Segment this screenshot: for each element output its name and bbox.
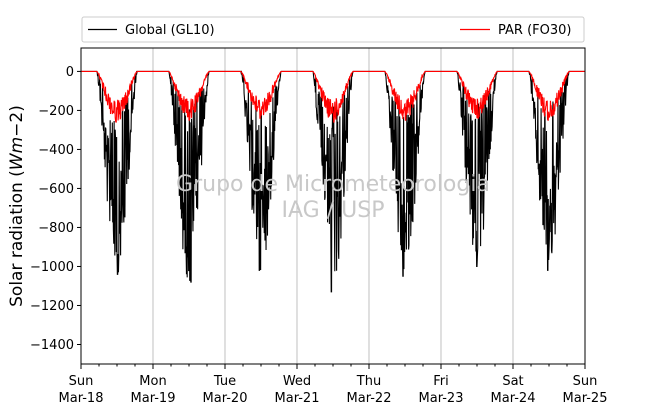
vertical-gridlines — [152, 48, 514, 364]
x-tick-date-label: Mar-22 — [347, 391, 392, 406]
y-axis-label-exponent: −2 — [7, 112, 27, 137]
x-tick-day-label: Thu — [356, 374, 381, 389]
series-layer — [81, 70, 585, 293]
watermark: Grupo de Micrometeorologia IAG / USP — [176, 172, 490, 223]
y-tick-label: −400 — [38, 143, 74, 158]
y-axis-label: Solar radiation (Wm−2) — [7, 105, 27, 307]
x-axis: Sun Mar-18 Mon Mar-19 Tue Mar-20 Wed Mar-21 Thu M… — [59, 364, 608, 406]
y-axis-label-close: ) — [7, 105, 27, 112]
y-tick-label: −1400 — [30, 338, 74, 353]
y-axis: 0 −200 −400 −600 −800 −1000 −1200 −1400 — [30, 65, 81, 353]
x-tick-date-label: Mar-20 — [203, 391, 248, 406]
legend: Global (GL10) PAR (FO30) — [81, 16, 585, 43]
x-tick-date-label: Mar-19 — [131, 391, 176, 406]
x-tick-date-label: Mar-25 — [563, 391, 608, 406]
y-axis-label-text: Solar radiation ( — [7, 170, 27, 307]
y-tick-label: −600 — [38, 182, 74, 197]
x-tick-day-label: Sat — [502, 374, 523, 389]
watermark-line-1: Grupo de Micrometeorologia — [176, 172, 490, 197]
legend-label-global: Global (GL10) — [125, 23, 215, 38]
y-axis-label-unit: Wm — [7, 137, 27, 170]
y-tick-label: −1000 — [30, 260, 74, 275]
x-tick-day-label: Tue — [213, 374, 236, 389]
x-tick-day-label: Mon — [139, 374, 166, 389]
legend-label-par: PAR (FO30) — [498, 23, 571, 38]
y-tick-label: −1200 — [30, 299, 74, 314]
x-tick-date-label: Mar-24 — [491, 391, 536, 406]
legend-box — [81, 16, 585, 43]
series-line-par — [81, 70, 585, 123]
y-tick-label: 0 — [66, 65, 74, 80]
y-tick-label: −200 — [38, 104, 74, 119]
x-tick-date-label: Mar-23 — [419, 391, 464, 406]
x-tick-day-label: Sun — [69, 374, 94, 389]
x-tick-day-label: Sun — [573, 374, 598, 389]
y-tick-label: −800 — [38, 221, 74, 236]
watermark-line-2: IAG / USP — [282, 198, 385, 223]
x-tick-day-label: Wed — [283, 374, 311, 389]
x-tick-day-label: Fri — [433, 374, 449, 389]
x-tick-date-label: Mar-18 — [59, 391, 104, 406]
x-tick-date-label: Mar-21 — [275, 391, 320, 406]
